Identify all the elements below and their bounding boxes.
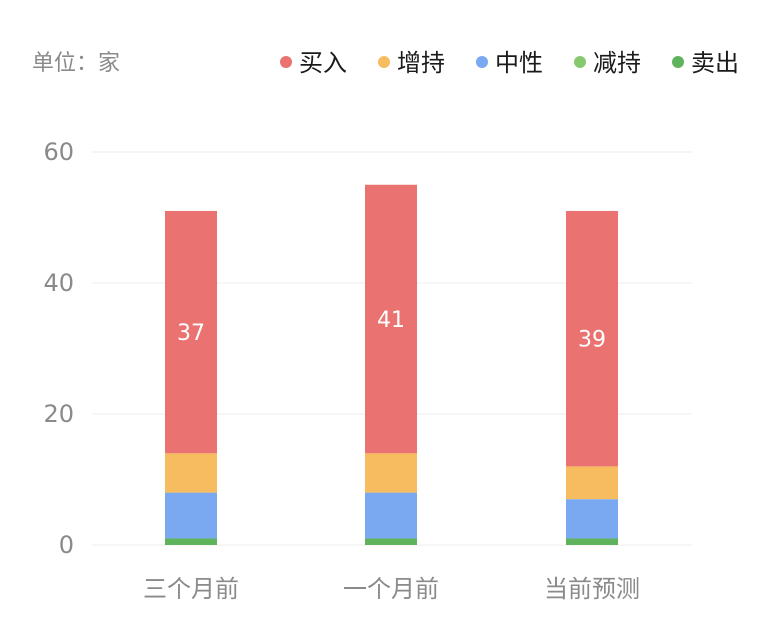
bar-segment xyxy=(365,184,417,454)
y-tick-label: 40 xyxy=(43,269,74,297)
bar-stack: 41 xyxy=(365,184,417,545)
bar-segment xyxy=(365,492,417,539)
y-tick-label: 0 xyxy=(59,531,74,559)
unit-label: 单位：家 xyxy=(32,51,120,76)
legend-label: 增持 xyxy=(397,49,445,77)
bar-segment xyxy=(165,453,217,493)
y-tick-label: 20 xyxy=(43,400,74,428)
legend-item: 中性 xyxy=(476,49,543,77)
bar-data-label: 41 xyxy=(377,308,405,333)
bar-segment xyxy=(566,538,618,545)
x-tick-label: 当前预测 xyxy=(544,575,640,603)
bar-segment xyxy=(365,453,417,493)
bar-data-label: 37 xyxy=(177,321,205,346)
x-tick-label: 三个月前 xyxy=(143,575,239,603)
y-tick-label: 60 xyxy=(43,138,74,166)
bar-segment xyxy=(165,538,217,545)
legend-item: 减持 xyxy=(574,49,641,77)
legend-label: 买入 xyxy=(299,49,347,77)
x-axis: 三个月前 一个月前 当前预测 xyxy=(143,575,640,603)
legend-item: 买入 xyxy=(280,49,347,77)
legend-marker xyxy=(672,56,684,68)
bar-segment xyxy=(566,466,618,500)
legend-marker xyxy=(378,56,390,68)
legend-item: 增持 xyxy=(378,49,445,77)
legend-marker xyxy=(280,56,292,68)
y-axis: 0 20 40 60 xyxy=(43,138,74,559)
legend-label: 卖出 xyxy=(691,49,739,77)
bars: 37 41 39 xyxy=(165,184,618,545)
legend: 买入 增持 中性 减持 卖出 xyxy=(280,49,739,77)
legend-item: 卖出 xyxy=(672,49,739,77)
bar-stack: 39 xyxy=(566,210,618,545)
bar-segment xyxy=(566,499,618,539)
bar-segment xyxy=(566,210,618,467)
bar-segment xyxy=(165,210,217,454)
legend-marker xyxy=(476,56,488,68)
bar-stack: 37 xyxy=(165,210,217,545)
legend-label: 减持 xyxy=(593,49,641,77)
legend-marker xyxy=(574,56,586,68)
bar-segment xyxy=(165,492,217,539)
bar-data-label: 39 xyxy=(578,328,606,353)
legend-label: 中性 xyxy=(495,49,543,77)
x-tick-label: 一个月前 xyxy=(343,575,439,603)
bar-segment xyxy=(365,538,417,545)
